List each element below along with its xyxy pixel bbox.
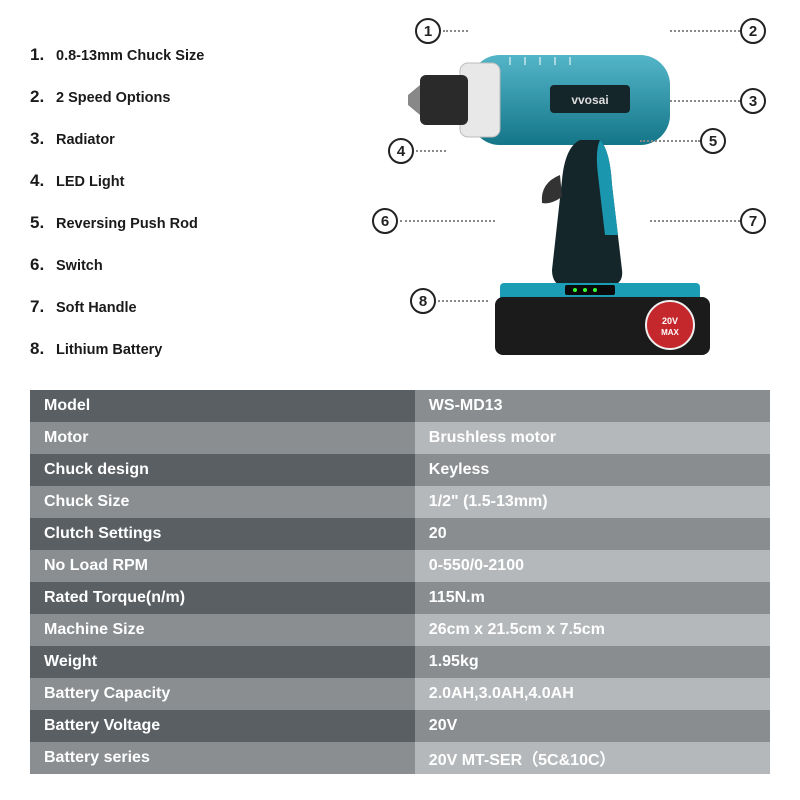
spec-key: Model (30, 390, 415, 422)
table-row: Weight1.95kg (30, 646, 770, 678)
feature-number: 7. (30, 297, 48, 317)
table-row: Rated Torque(n/m)115N.m (30, 582, 770, 614)
feature-item: 4. LED Light (30, 171, 340, 191)
table-row: Chuck designKeyless (30, 454, 770, 486)
spec-value: 20V (415, 710, 770, 742)
spec-key: Machine Size (30, 614, 415, 646)
spec-key: Battery Voltage (30, 710, 415, 742)
feature-number: 3. (30, 129, 48, 149)
feature-text: Soft Handle (56, 300, 137, 316)
callout-leader (640, 140, 700, 142)
drill-icon: vvosai 20V MAX (400, 35, 730, 355)
callout-leader (670, 30, 740, 32)
feature-number: 2. (30, 87, 48, 107)
spec-value: 20 (415, 518, 770, 550)
table-row: ModelWS-MD13 (30, 390, 770, 422)
spec-key: Rated Torque(n/m) (30, 582, 415, 614)
feature-item: 7. Soft Handle (30, 297, 340, 317)
feature-number: 5. (30, 213, 48, 233)
feature-text: Switch (56, 258, 103, 274)
callout-leader (438, 300, 488, 302)
callout-badge: 7 (740, 208, 766, 234)
spec-key: Motor (30, 422, 415, 454)
product-diagram: vvosai 20V MAX 1 2 3 4 5 6 7 8 (340, 0, 800, 390)
feature-item: 3. Radiator (30, 129, 340, 149)
feature-text: Lithium Battery (56, 342, 162, 358)
spec-key: Clutch Settings (30, 518, 415, 550)
spec-value: 20V MT-SER（5C&10C） (415, 742, 770, 774)
spec-value: Keyless (415, 454, 770, 486)
spec-table: ModelWS-MD13MotorBrushless motorChuck de… (30, 390, 770, 774)
spec-key: Weight (30, 646, 415, 678)
spec-key: Chuck Size (30, 486, 415, 518)
table-row: Clutch Settings20 (30, 518, 770, 550)
callout-leader (443, 30, 468, 32)
feature-item: 8. Lithium Battery (30, 339, 340, 359)
spec-key: Battery series (30, 742, 415, 774)
svg-text:20V: 20V (662, 316, 678, 326)
callout-leader (670, 100, 740, 102)
svg-text:MAX: MAX (661, 328, 679, 337)
spec-value: 1.95kg (415, 646, 770, 678)
feature-list: 1. 0.8-13mm Chuck Size 2. 2 Speed Options 3.… (0, 0, 340, 390)
spec-value: 2.0AH,3.0AH,4.0AH (415, 678, 770, 710)
callout-badge: 8 (410, 288, 436, 314)
feature-item: 6. Switch (30, 255, 340, 275)
spec-value: 115N.m (415, 582, 770, 614)
feature-text: LED Light (56, 174, 124, 190)
callout-leader (650, 220, 740, 222)
table-row: MotorBrushless motor (30, 422, 770, 454)
feature-number: 6. (30, 255, 48, 275)
callout-badge: 3 (740, 88, 766, 114)
spec-value: 26cm x 21.5cm x 7.5cm (415, 614, 770, 646)
callout-leader (416, 150, 446, 152)
spec-key: Chuck design (30, 454, 415, 486)
table-row: Battery series20V MT-SER（5C&10C） (30, 742, 770, 774)
spec-value: 0-550/0-2100 (415, 550, 770, 582)
callout-badge: 4 (388, 138, 414, 164)
spec-key: Battery Capacity (30, 678, 415, 710)
spec-value: 1/2" (1.5-13mm) (415, 486, 770, 518)
feature-text: Reversing Push Rod (56, 216, 198, 232)
feature-number: 1. (30, 45, 48, 65)
callout-badge: 2 (740, 18, 766, 44)
spec-value: WS-MD13 (415, 390, 770, 422)
feature-number: 4. (30, 171, 48, 191)
callout-leader (400, 220, 495, 222)
feature-text: 0.8-13mm Chuck Size (56, 48, 204, 64)
table-row: Machine Size26cm x 21.5cm x 7.5cm (30, 614, 770, 646)
callout-badge: 5 (700, 128, 726, 154)
feature-text: 2 Speed Options (56, 90, 170, 106)
table-row: Battery Voltage20V (30, 710, 770, 742)
spec-key: No Load RPM (30, 550, 415, 582)
table-row: Chuck Size1/2" (1.5-13mm) (30, 486, 770, 518)
feature-item: 2. 2 Speed Options (30, 87, 340, 107)
table-row: No Load RPM0-550/0-2100 (30, 550, 770, 582)
feature-text: Radiator (56, 132, 115, 148)
callout-badge: 6 (372, 208, 398, 234)
feature-item: 1. 0.8-13mm Chuck Size (30, 45, 340, 65)
feature-item: 5. Reversing Push Rod (30, 213, 340, 233)
svg-text:vvosai: vvosai (571, 93, 608, 107)
feature-number: 8. (30, 339, 48, 359)
callout-badge: 1 (415, 18, 441, 44)
spec-value: Brushless motor (415, 422, 770, 454)
table-row: Battery Capacity2.0AH,3.0AH,4.0AH (30, 678, 770, 710)
